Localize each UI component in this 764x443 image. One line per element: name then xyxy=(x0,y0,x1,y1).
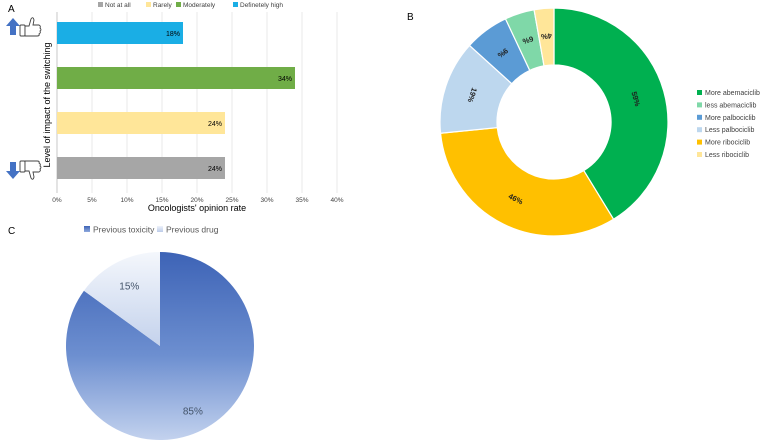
donut-data-label: 4% xyxy=(540,31,552,41)
pie-chart-slices xyxy=(65,252,255,440)
bar-chart-x-axis-label: Oncologists' opinion rate xyxy=(148,203,246,213)
bar-chart-x-tick-label: 20% xyxy=(190,197,203,204)
pie-slice xyxy=(83,252,160,346)
donut-legend-label: Less palbociclib xyxy=(705,127,755,134)
panel-label-c: C xyxy=(8,226,15,237)
donut-legend-label: More palbociclib xyxy=(705,115,756,122)
pie-chart: Previous toxicity Previous drug 85% 15% xyxy=(65,225,255,440)
bar-chart-data-label: 24% xyxy=(208,121,222,128)
bar-chart-data-label: 24% xyxy=(208,166,222,173)
pie-chart-legend: Previous toxicity Previous drug xyxy=(84,225,219,235)
donut-legend-swatch xyxy=(697,127,702,133)
bar-chart-bar xyxy=(57,157,225,179)
bar-chart-x-tick-label: 5% xyxy=(87,197,97,204)
pie-data-label: 85% xyxy=(183,406,203,417)
down-arrow-icon xyxy=(6,162,20,179)
bar-chart-x-tick-label: 15% xyxy=(155,197,168,204)
bar-chart-legend-swatch xyxy=(176,2,181,7)
bar-chart-bar xyxy=(57,67,295,89)
up-arrow-icon xyxy=(6,18,20,35)
donut-chart-data-labels: 59%46%19%9%6% 4% xyxy=(466,31,643,206)
bar-chart-legend: Not at all Rarely Moderately Definetely hig… xyxy=(98,2,283,9)
donut-legend-swatch xyxy=(697,152,702,157)
donut-slice xyxy=(553,7,669,221)
bar-chart-x-tick-label: 30% xyxy=(260,197,273,204)
bar-chart-data-label: 34% xyxy=(278,76,292,83)
donut-data-label: 6% xyxy=(521,34,534,46)
bar-chart-bar xyxy=(57,112,225,134)
bar-chart-legend-label: Rarely xyxy=(153,2,173,9)
bar-chart-legend-swatch xyxy=(233,2,238,7)
bar-chart-y-axis-label: Level of impact of the switching xyxy=(42,42,52,167)
donut-chart-slices xyxy=(439,7,669,237)
donut-legend-swatch xyxy=(697,139,702,145)
bar-chart-x-tick-label: 35% xyxy=(295,197,308,204)
donut-chart-legend: More abemaciclib less abemaciclib More pal… xyxy=(697,90,760,159)
bar-chart-data-label: 18% xyxy=(166,31,180,38)
bar-chart-bar xyxy=(57,22,183,44)
bar-chart-legend-label: Definetely high xyxy=(240,2,283,9)
donut-legend-label: less abemaciclib xyxy=(705,102,756,109)
bar-chart-x-tick-label: 40% xyxy=(330,197,343,204)
donut-legend-label: Less ribociclib xyxy=(705,152,749,159)
pie-legend-label: Previous toxicity xyxy=(93,225,155,235)
pie-chart-data-labels: 85% 15% xyxy=(119,282,203,418)
bar-chart-x-tick-label: 10% xyxy=(120,197,133,204)
donut-data-label: 59% xyxy=(629,90,642,107)
donut-legend-label: More ribociclib xyxy=(705,140,750,147)
bar-chart-x-ticks: 0% 5% 10% 15% 20% 25% 30% 35% 40% xyxy=(52,197,343,204)
donut-slice xyxy=(533,7,555,67)
pie-data-label: 15% xyxy=(119,282,139,293)
bar-chart: Not at all Rarely Moderately Definetely hig… xyxy=(6,2,344,213)
panel-label-b: B xyxy=(407,12,414,23)
bar-chart-legend-label: Not at all xyxy=(105,2,131,9)
thumbs-up-icon xyxy=(19,17,42,37)
donut-legend-label: More abemaciclib xyxy=(705,90,760,97)
thumbs-down-icon xyxy=(19,160,42,180)
bar-chart-legend-label: Moderately xyxy=(183,2,216,9)
panel-label-a: A xyxy=(8,4,15,15)
donut-legend-swatch xyxy=(697,114,702,120)
bar-chart-x-tick-label: 0% xyxy=(52,197,62,204)
bar-chart-legend-swatch xyxy=(146,2,151,7)
pie-legend-swatch xyxy=(84,226,90,232)
pie-legend-swatch xyxy=(157,226,163,232)
donut-legend-swatch xyxy=(697,90,702,95)
donut-legend-swatch xyxy=(697,102,702,108)
donut-slice xyxy=(439,126,615,237)
pie-legend-label: Previous drug xyxy=(166,225,219,235)
bar-chart-x-tick-label: 25% xyxy=(225,197,238,204)
bar-chart-bars: 18% 34% 24% 24% xyxy=(57,22,295,179)
bar-chart-legend-swatch xyxy=(98,2,103,7)
